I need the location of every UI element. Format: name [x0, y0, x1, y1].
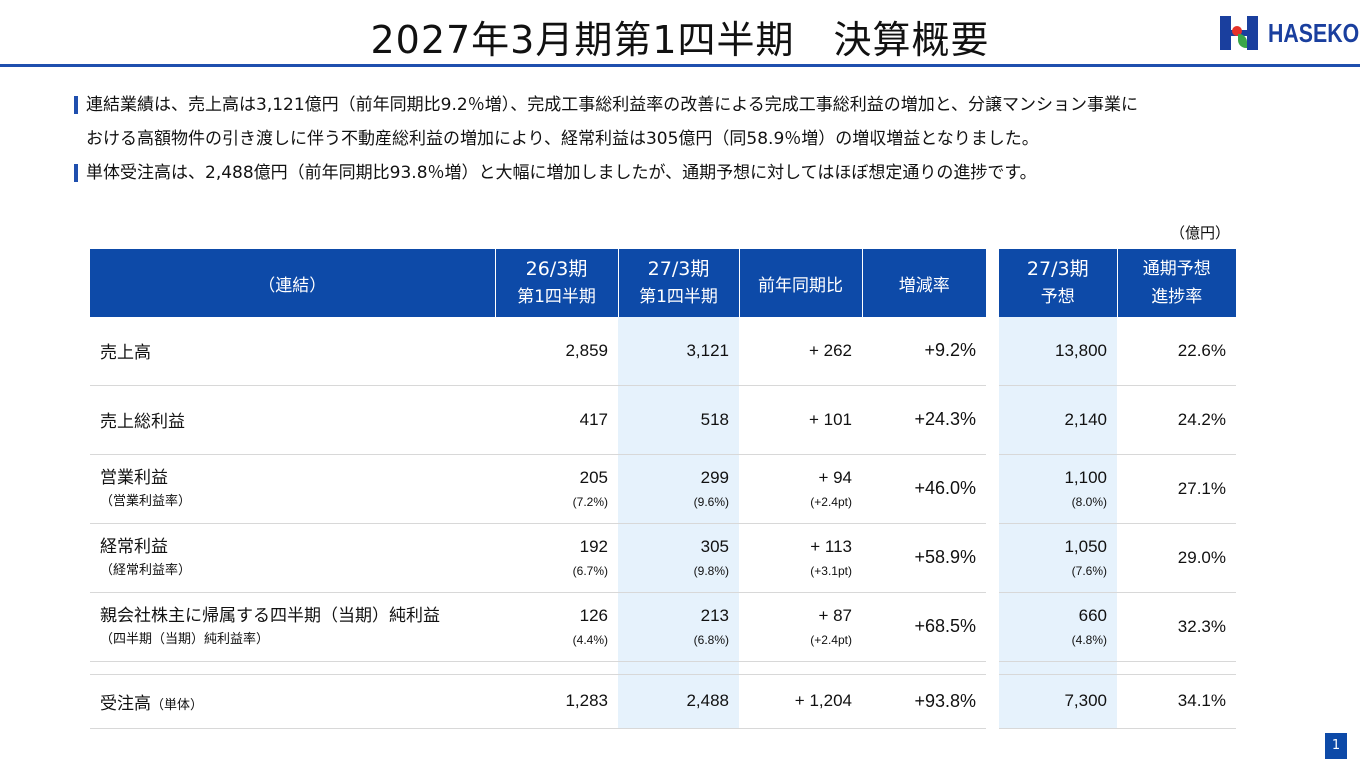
- summary-line: 単体受注高は、2,488億円（前年同期比93.8％増）と大幅に増加しましたが、通…: [74, 158, 1314, 192]
- forecast-header: 27/3期 予想 通期予想 進捗率: [999, 249, 1236, 317]
- header-rate: 増減率: [861, 249, 986, 317]
- summary-line: おける高額物件の引き渡しに伴う不動産総利益の増加により、経常利益は305億円（同…: [86, 129, 1039, 149]
- table-spacer-row: [999, 661, 1236, 675]
- header-progress: 通期予想 進捗率: [1116, 249, 1236, 317]
- table-row: 親会社株主に帰属する四半期（当期）純利益 （四半期（当期）純利益率） 126 (4.…: [90, 592, 986, 662]
- summary-line: 連結業績は、売上高は3,121億円（前年同期比9.2％増）、完成工事総利益率の改…: [74, 90, 1314, 124]
- table-spacer-row: [90, 661, 986, 675]
- haseko-logo-icon: [1220, 16, 1258, 50]
- table-header: （連結） 26/3期 第1四半期 27/3期 第1四半期 前年同期比 増減率: [90, 249, 986, 317]
- table-row: 2,140 24.2%: [999, 385, 1236, 455]
- table-row: 660 (4.8%) 32.3%: [999, 592, 1236, 662]
- page-title: 2027年3月期第1四半期 決算概要: [370, 18, 990, 62]
- table-row: 1,050 (7.6%) 29.0%: [999, 523, 1236, 593]
- table-row: 売上総利益 417 518 + 101 +24.3%: [90, 385, 986, 455]
- header-forecast: 27/3期 予想: [999, 249, 1117, 317]
- header-category: （連結）: [90, 249, 495, 317]
- header-prev-period: 26/3期 第1四半期: [494, 249, 618, 317]
- title-underline: [0, 64, 1360, 67]
- table-row: 1,100 (8.0%) 27.1%: [999, 454, 1236, 524]
- header-yoy: 前年同期比: [738, 249, 862, 317]
- logo-text: HASEKO: [1268, 17, 1360, 48]
- table-row-orders: 7,300 34.1%: [999, 674, 1236, 729]
- page-number: 1: [1325, 733, 1347, 759]
- bullet-marker-icon: [74, 164, 78, 182]
- unit-label: （億円）: [1169, 224, 1230, 242]
- forecast-table: 27/3期 予想 通期予想 進捗率 13,800 22.6% 2,140 24.2%…: [999, 249, 1236, 729]
- table-row-orders: 受注高（単体） 1,283 2,488 + 1,204 +93.8%: [90, 674, 986, 729]
- table-row: 経常利益 （経常利益率） 192 (6.7%) 305 (9.8%) + 113 (+3…: [90, 523, 986, 593]
- results-table: （連結） 26/3期 第1四半期 27/3期 第1四半期 前年同期比 増減率 売上高…: [90, 249, 986, 729]
- table-row: 営業利益 （営業利益率） 205 (7.2%) 299 (9.6%) + 94 (+2.…: [90, 454, 986, 524]
- header-curr-period: 27/3期 第1四半期: [617, 249, 739, 317]
- table-row: 売上高 2,859 3,121 + 262 +9.2%: [90, 317, 986, 386]
- bullet-marker-icon: [74, 96, 78, 114]
- company-logo: HASEKO: [1220, 16, 1360, 50]
- table-row: 13,800 22.6%: [999, 317, 1236, 386]
- summary-bullets: 連結業績は、売上高は3,121億円（前年同期比9.2％増）、完成工事総利益率の改…: [74, 90, 1314, 192]
